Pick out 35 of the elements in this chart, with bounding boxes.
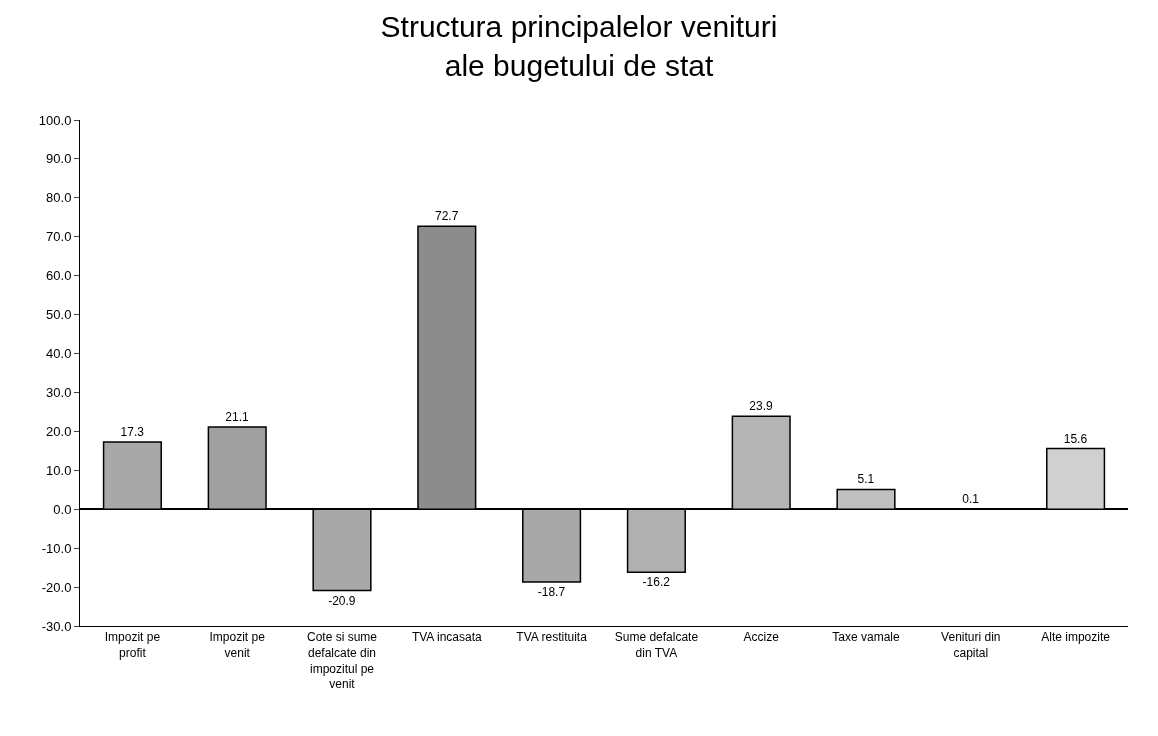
data-label: 17.3 — [120, 424, 145, 439]
y-tick-label: -30.0 — [41, 618, 72, 634]
data-label: -16.2 — [642, 575, 671, 590]
data-label: 5.1 — [857, 472, 875, 487]
y-tick-label: 20.0 — [46, 423, 72, 439]
y-tick-label: 30.0 — [46, 385, 72, 401]
x-tick-label: Cote si sume defalcate din impozitul pe venit — [306, 630, 378, 692]
y-tick-label: 100.0 — [38, 112, 72, 128]
x-tick-label: Sume defalcate din TVA — [614, 630, 699, 660]
y-tick-label: -20.0 — [41, 579, 72, 595]
x-tick-label: Accize — [743, 630, 780, 645]
y-tick-label: 90.0 — [46, 151, 72, 167]
data-label: 72.7 — [434, 209, 459, 224]
data-label: 23.9 — [749, 399, 774, 414]
x-tick-label: TVA incasata — [411, 630, 483, 645]
y-tick-label: 10.0 — [46, 462, 72, 478]
x-tick-label: Impozit pe venit — [209, 630, 266, 660]
y-tick-label: 50.0 — [46, 307, 72, 323]
data-label: 15.6 — [1063, 431, 1088, 446]
x-tick-label: Impozit pe profit — [104, 630, 161, 660]
chart-title: Structura principalelor venituri ale bugetului de stat — [380, 9, 778, 82]
y-tick-label: 0.0 — [53, 501, 72, 517]
y-tick-label: 80.0 — [46, 190, 72, 206]
x-tick-label: TVA restituita — [516, 630, 588, 645]
y-tick-label: -10.0 — [41, 540, 72, 556]
y-tick-label: 40.0 — [46, 346, 72, 362]
x-tick-label: Taxe vamale — [832, 630, 900, 645]
data-label: 21.1 — [225, 410, 250, 425]
x-tick-label: Venituri din capital — [941, 630, 1001, 660]
x-tick-label: Alte impozite — [1041, 630, 1111, 645]
data-label: -20.9 — [328, 593, 356, 608]
y-tick-label: 60.0 — [46, 268, 72, 284]
data-label: 0.1 — [962, 491, 980, 506]
data-label: -18.7 — [537, 585, 566, 600]
y-tick-label: 70.0 — [46, 229, 72, 245]
